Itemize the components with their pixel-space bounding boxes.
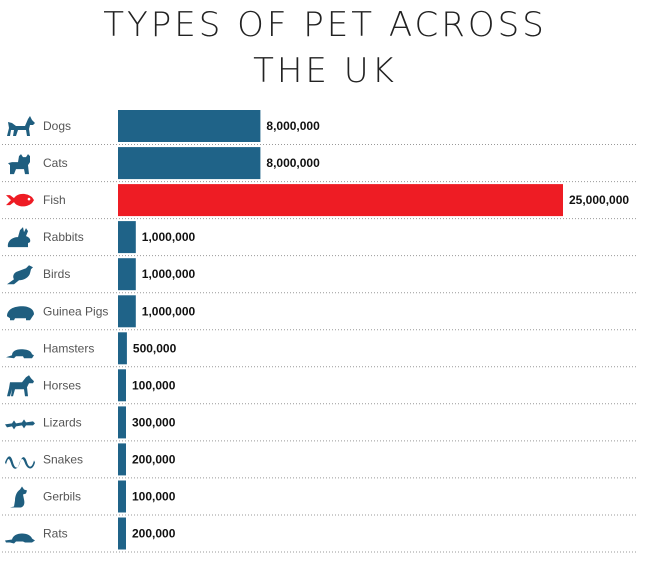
value-label: 8,000,000 bbox=[266, 156, 320, 170]
cat-icon bbox=[8, 154, 30, 175]
bar bbox=[118, 221, 136, 254]
title-line-1: TYPES OF PET ACROSS bbox=[103, 5, 547, 45]
rabbit-icon bbox=[7, 227, 31, 248]
category-label: Rabbits bbox=[43, 230, 84, 244]
row-snakes: Snakes 200,000 bbox=[2, 443, 636, 479]
bar bbox=[118, 147, 261, 180]
hamster-icon bbox=[6, 349, 34, 359]
bar bbox=[118, 295, 136, 328]
value-label: 1,000,000 bbox=[142, 304, 196, 318]
category-label: Horses bbox=[43, 378, 81, 392]
value-label: 8,000,000 bbox=[266, 119, 320, 133]
row-lizards: Lizards 300,000 bbox=[2, 406, 636, 442]
chart-title: TYPES OF PET ACROSS THE UK bbox=[0, 2, 650, 94]
category-label: Dogs bbox=[43, 119, 71, 133]
category-label: Fish bbox=[43, 193, 66, 207]
row-horses: Horses 100,000 bbox=[2, 369, 636, 405]
row-guinea-pigs: Guinea Pigs 1,000,000 bbox=[2, 295, 636, 331]
snake-icon bbox=[5, 456, 35, 469]
rat-icon bbox=[5, 533, 35, 544]
category-label: Rats bbox=[43, 527, 68, 541]
guinea-pig-icon bbox=[7, 306, 34, 321]
value-label: 1,000,000 bbox=[142, 230, 196, 244]
row-dogs: Dogs 8,000,000 bbox=[2, 110, 636, 145]
bar bbox=[118, 110, 261, 142]
bar bbox=[118, 369, 126, 402]
bar bbox=[118, 443, 126, 476]
row-rabbits: Rabbits 1,000,000 bbox=[2, 221, 636, 257]
bar bbox=[118, 332, 127, 365]
dog-icon bbox=[7, 116, 35, 136]
horse-icon bbox=[7, 375, 34, 397]
value-label: 25,000,000 bbox=[569, 193, 629, 207]
row-rats: Rats 200,000 bbox=[2, 517, 636, 553]
fish-icon bbox=[6, 193, 34, 207]
gerbil-icon bbox=[10, 486, 27, 508]
category-label: Gerbils bbox=[43, 490, 81, 504]
lizard-icon bbox=[5, 419, 35, 430]
bar bbox=[118, 184, 563, 217]
value-label: 500,000 bbox=[133, 341, 177, 355]
row-fish: Fish 25,000,000 bbox=[2, 184, 636, 220]
value-label: 1,000,000 bbox=[142, 267, 196, 281]
bar bbox=[118, 258, 136, 291]
value-label: 300,000 bbox=[132, 415, 176, 429]
row-cats: Cats 8,000,000 bbox=[2, 147, 636, 183]
value-label: 100,000 bbox=[132, 490, 176, 504]
value-label: 200,000 bbox=[132, 452, 176, 466]
bar bbox=[118, 406, 126, 439]
category-label: Snakes bbox=[43, 452, 83, 466]
category-label: Birds bbox=[43, 267, 70, 281]
row-birds: Birds 1,000,000 bbox=[2, 258, 636, 294]
category-label: Lizards bbox=[43, 415, 82, 429]
category-label: Cats bbox=[43, 156, 68, 170]
row-gerbils: Gerbils 100,000 bbox=[2, 480, 636, 516]
category-label: Guinea Pigs bbox=[43, 304, 108, 318]
value-label: 100,000 bbox=[132, 378, 176, 392]
value-label: 200,000 bbox=[132, 527, 176, 541]
title-line-2: THE UK bbox=[253, 51, 397, 91]
bar bbox=[118, 517, 126, 550]
bird-icon bbox=[7, 265, 33, 285]
row-hamsters: Hamsters 500,000 bbox=[2, 332, 636, 368]
bar bbox=[118, 480, 126, 513]
category-label: Hamsters bbox=[43, 341, 94, 355]
